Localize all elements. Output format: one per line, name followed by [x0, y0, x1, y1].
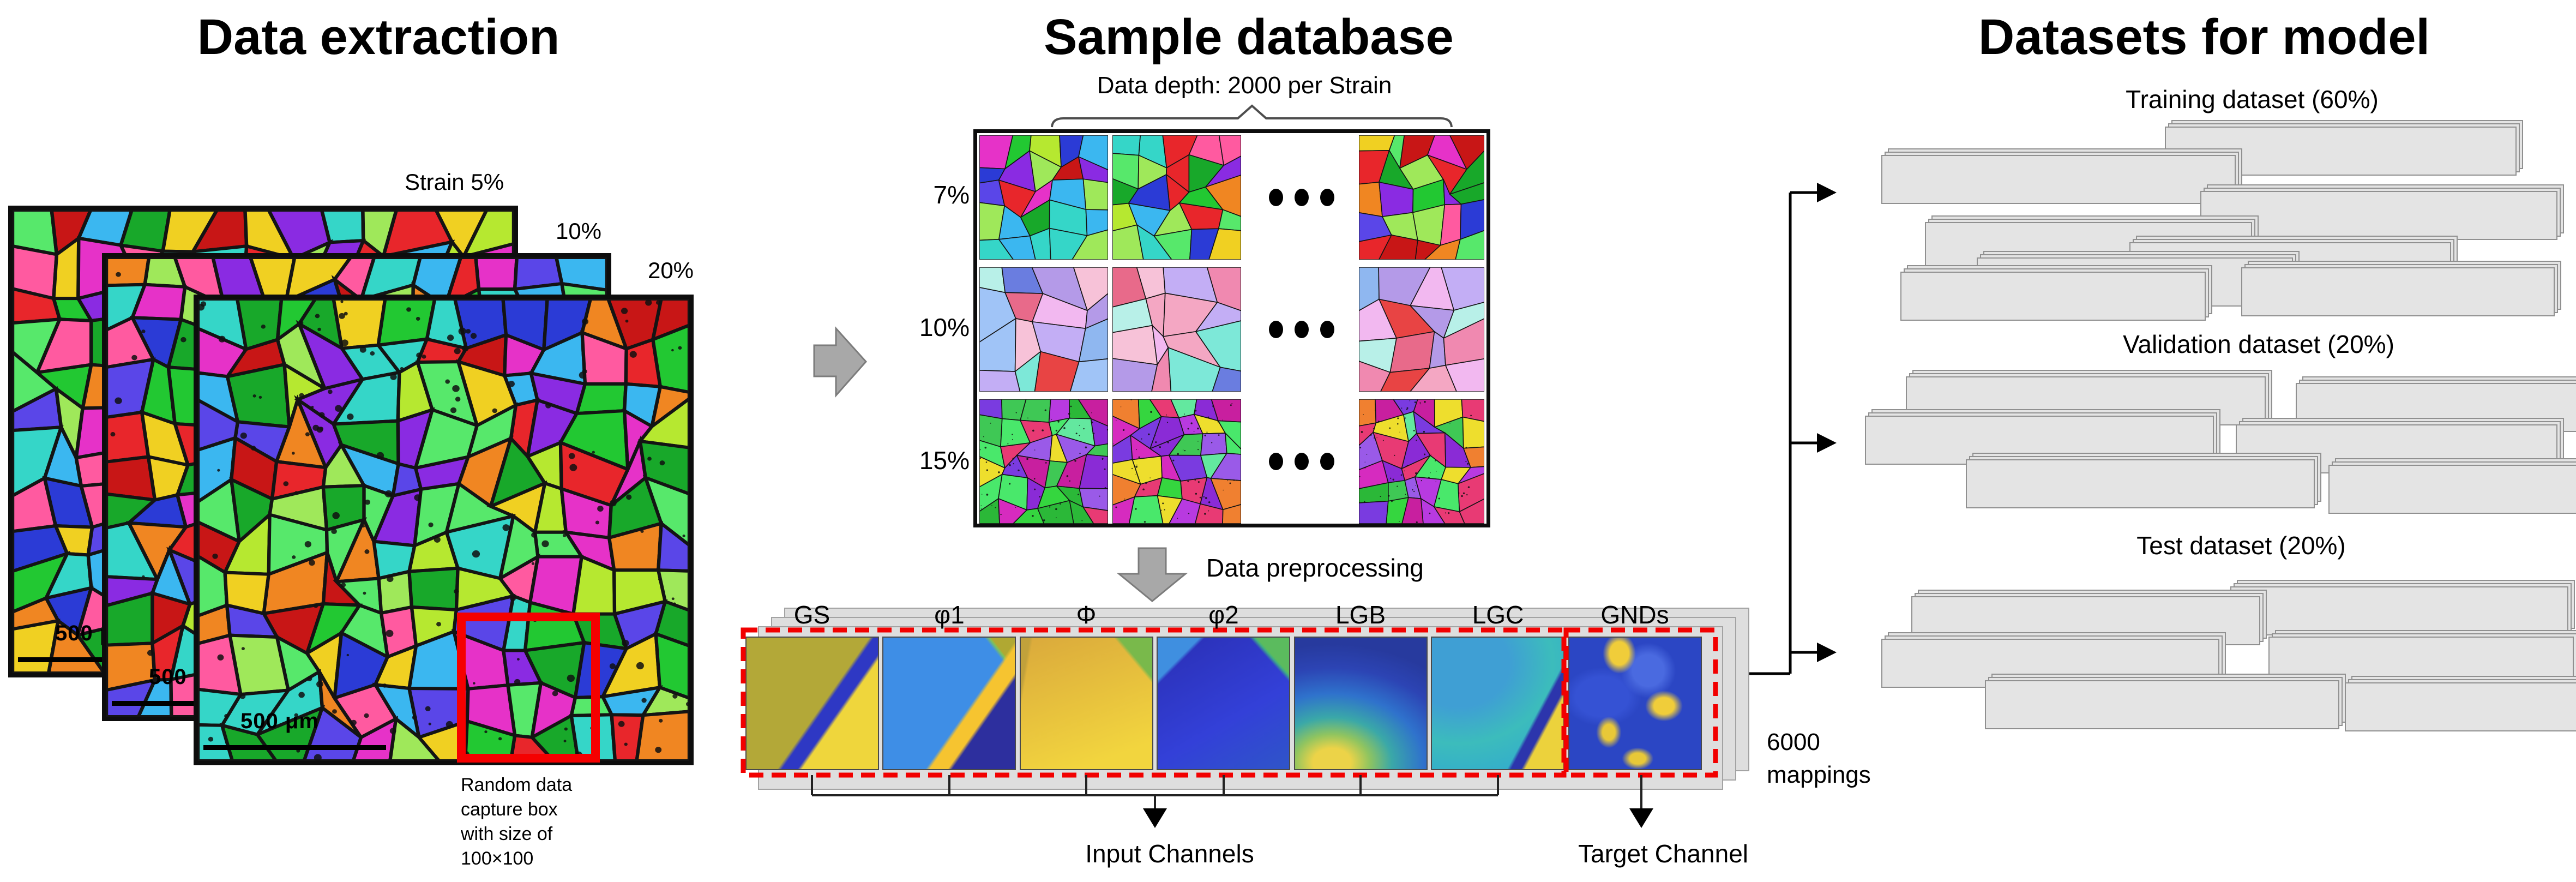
- grain-texture: [1112, 135, 1241, 260]
- slab-layer: [2230, 586, 2568, 635]
- capture-note-line: with size of: [461, 824, 553, 844]
- channel-tile-phi2: [1157, 637, 1290, 770]
- slab-layer: [2241, 267, 2555, 316]
- grid-row-label-15: 15%: [919, 446, 970, 475]
- dataset-slab: [2296, 376, 2576, 432]
- training-dataset-label: Training dataset (60%): [2126, 85, 2379, 113]
- channel-label-phi2: φ2: [1208, 601, 1239, 629]
- channel-tile-Phi: [1020, 637, 1153, 770]
- grid-row-label-7: 7%: [933, 181, 970, 209]
- mappings-word: mappings: [1767, 761, 1871, 788]
- dataset-slab: [1985, 674, 2346, 729]
- channel-label-gnds: GNDs: [1600, 601, 1669, 629]
- channel-tile-lgc: [1431, 637, 1564, 770]
- ellipsis-dots: [1269, 321, 1334, 338]
- down-block-arrow-icon: [1116, 547, 1188, 602]
- capture-note-line: 100×100: [461, 848, 534, 869]
- grid-row-label-10: 10%: [919, 313, 970, 341]
- dataset-slab: [1881, 148, 2242, 204]
- random-capture-box: [457, 613, 600, 763]
- scalebar: [203, 745, 386, 750]
- db-tile: [979, 399, 1108, 524]
- channel-label-gs: GS: [793, 601, 830, 629]
- grain-texture: [979, 267, 1108, 392]
- dataset-slab: [1966, 453, 2321, 508]
- grain-texture: [1359, 135, 1484, 260]
- target-channel-caption: Target Channel: [1578, 839, 1748, 868]
- training-arrowhead-icon: [1817, 183, 1837, 202]
- dataset-slab: [2328, 458, 2576, 514]
- data-depth-note: Data depth: 2000 per Strain: [1097, 72, 1392, 99]
- slab-layer: [2345, 682, 2576, 731]
- slab-layer: [2328, 465, 2576, 514]
- grain-texture: [1112, 267, 1241, 392]
- validation-arrowhead-icon: [1817, 433, 1837, 453]
- grain-texture: [1359, 267, 1484, 392]
- strain-10-label: 10%: [555, 218, 602, 244]
- grain-texture: [979, 135, 1108, 260]
- input-arrowhead-icon: [1143, 808, 1167, 828]
- db-tile: [1359, 135, 1484, 260]
- db-tile: [1112, 135, 1241, 260]
- test-arrowhead-icon: [1817, 643, 1837, 662]
- grain-texture: [198, 299, 689, 761]
- test-dataset-label: Test dataset (20%): [2136, 531, 2346, 560]
- db-tile: [979, 267, 1108, 392]
- channel-label-phi1: φ1: [934, 601, 965, 629]
- ellipsis-dots: [1269, 189, 1334, 206]
- channel-label-Phi: Φ: [1076, 601, 1097, 629]
- dataset-slab: [1900, 265, 2212, 321]
- sample-database-grid: [973, 129, 1490, 527]
- db-tile: [979, 135, 1108, 260]
- dataset-slab: [1881, 632, 2226, 688]
- capture-note-line: Random data: [461, 775, 573, 795]
- channel-label-lgc: LGC: [1472, 601, 1524, 629]
- grain-texture: [1359, 399, 1484, 524]
- scalebar-text: 500 μm: [240, 709, 319, 733]
- strain-5-label: Strain 5%: [404, 169, 504, 195]
- brace-shape: [1051, 104, 1453, 128]
- channel-tile-lgb: [1294, 637, 1428, 770]
- db-tile: [1112, 399, 1241, 524]
- channel-label-lgb: LGB: [1335, 601, 1386, 629]
- channel-tile-gnds: [1568, 637, 1702, 770]
- mappings-count: 6000: [1767, 729, 1820, 755]
- channel-tile-gs: [745, 637, 879, 770]
- dataset-connector-lines: [1749, 191, 1817, 675]
- grain-texture: [1112, 399, 1241, 524]
- target-arrowhead-icon: [1629, 808, 1653, 828]
- section-title-datasets-for-model: Datasets for model: [1978, 9, 2430, 65]
- slab-layer: [1900, 272, 2206, 321]
- input-channels-caption: Input Channels: [1085, 839, 1254, 868]
- slab-layer: [2200, 191, 2557, 240]
- section-title-data-extraction: Data extraction: [197, 9, 560, 65]
- data-preprocessing-label: Data preprocessing: [1206, 554, 1424, 582]
- capture-note-line: capture box: [461, 799, 558, 820]
- validation-dataset-label: Validation dataset (20%): [2123, 330, 2394, 358]
- dataset-slab: [2345, 676, 2576, 731]
- grain-texture: [979, 399, 1108, 524]
- dataset-slab: [2200, 184, 2564, 240]
- db-tile: [1359, 267, 1484, 392]
- dataset-slab: [2230, 580, 2575, 635]
- dataset-slab: [2241, 261, 2561, 316]
- slab-layer: [1985, 680, 2339, 729]
- right-block-arrow-icon: [813, 326, 868, 398]
- slab-layer: [1966, 459, 2315, 508]
- ebsd-map-strain-20: 500 μm: [194, 295, 694, 765]
- channel-tile-phi1: [882, 637, 1016, 770]
- section-title-sample-database: Sample database: [1044, 9, 1454, 65]
- db-tile: [1359, 399, 1484, 524]
- strain-20-label: 20%: [647, 257, 694, 283]
- slab-layer: [1881, 155, 2236, 204]
- ellipsis-dots: [1269, 453, 1334, 470]
- db-tile: [1112, 267, 1241, 392]
